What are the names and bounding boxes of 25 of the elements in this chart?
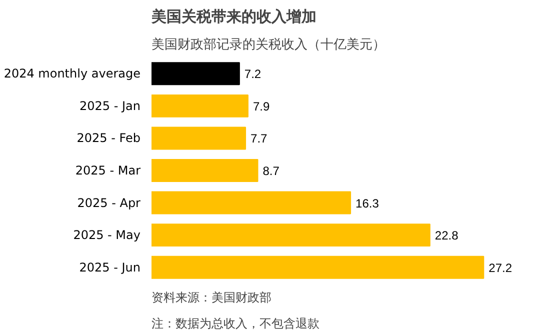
bar <box>152 159 258 182</box>
data-label: 27.2 <box>488 260 512 275</box>
y-tick-label: 2025 - Feb <box>76 131 141 146</box>
y-tick-label: 2025 - Jun <box>79 260 140 274</box>
data-label: 22.8 <box>434 228 459 243</box>
y-tick-label: 2025 - Jan <box>80 98 141 113</box>
bar <box>152 126 246 150</box>
bar <box>152 191 352 214</box>
chart-subtitle: 美国财政部记录的关税收入（十亿美元） <box>152 36 386 52</box>
bar <box>152 94 248 118</box>
data-label: 8.7 <box>262 164 280 178</box>
text: 资料来源：美国财政部 <box>152 290 272 304</box>
y-tick-label: 2025 - Mar <box>75 164 141 178</box>
data-label: 16.3 <box>356 196 380 210</box>
bar <box>152 224 430 247</box>
y-tick-label: 2025 - Apr <box>77 196 141 210</box>
y-tick-label: 2024 monthly average <box>4 66 141 81</box>
text: 注：数据为总收入，不包含退款 <box>152 316 320 330</box>
y-tick-label: 2025 - May <box>73 228 141 242</box>
bar <box>152 62 240 86</box>
bar <box>152 256 484 279</box>
data-label: 7.9 <box>252 99 270 114</box>
data-label: 7.2 <box>244 67 262 82</box>
data-label: 7.7 <box>250 132 268 146</box>
chart-title: 美国关税带来的收入增加 <box>150 8 316 26</box>
